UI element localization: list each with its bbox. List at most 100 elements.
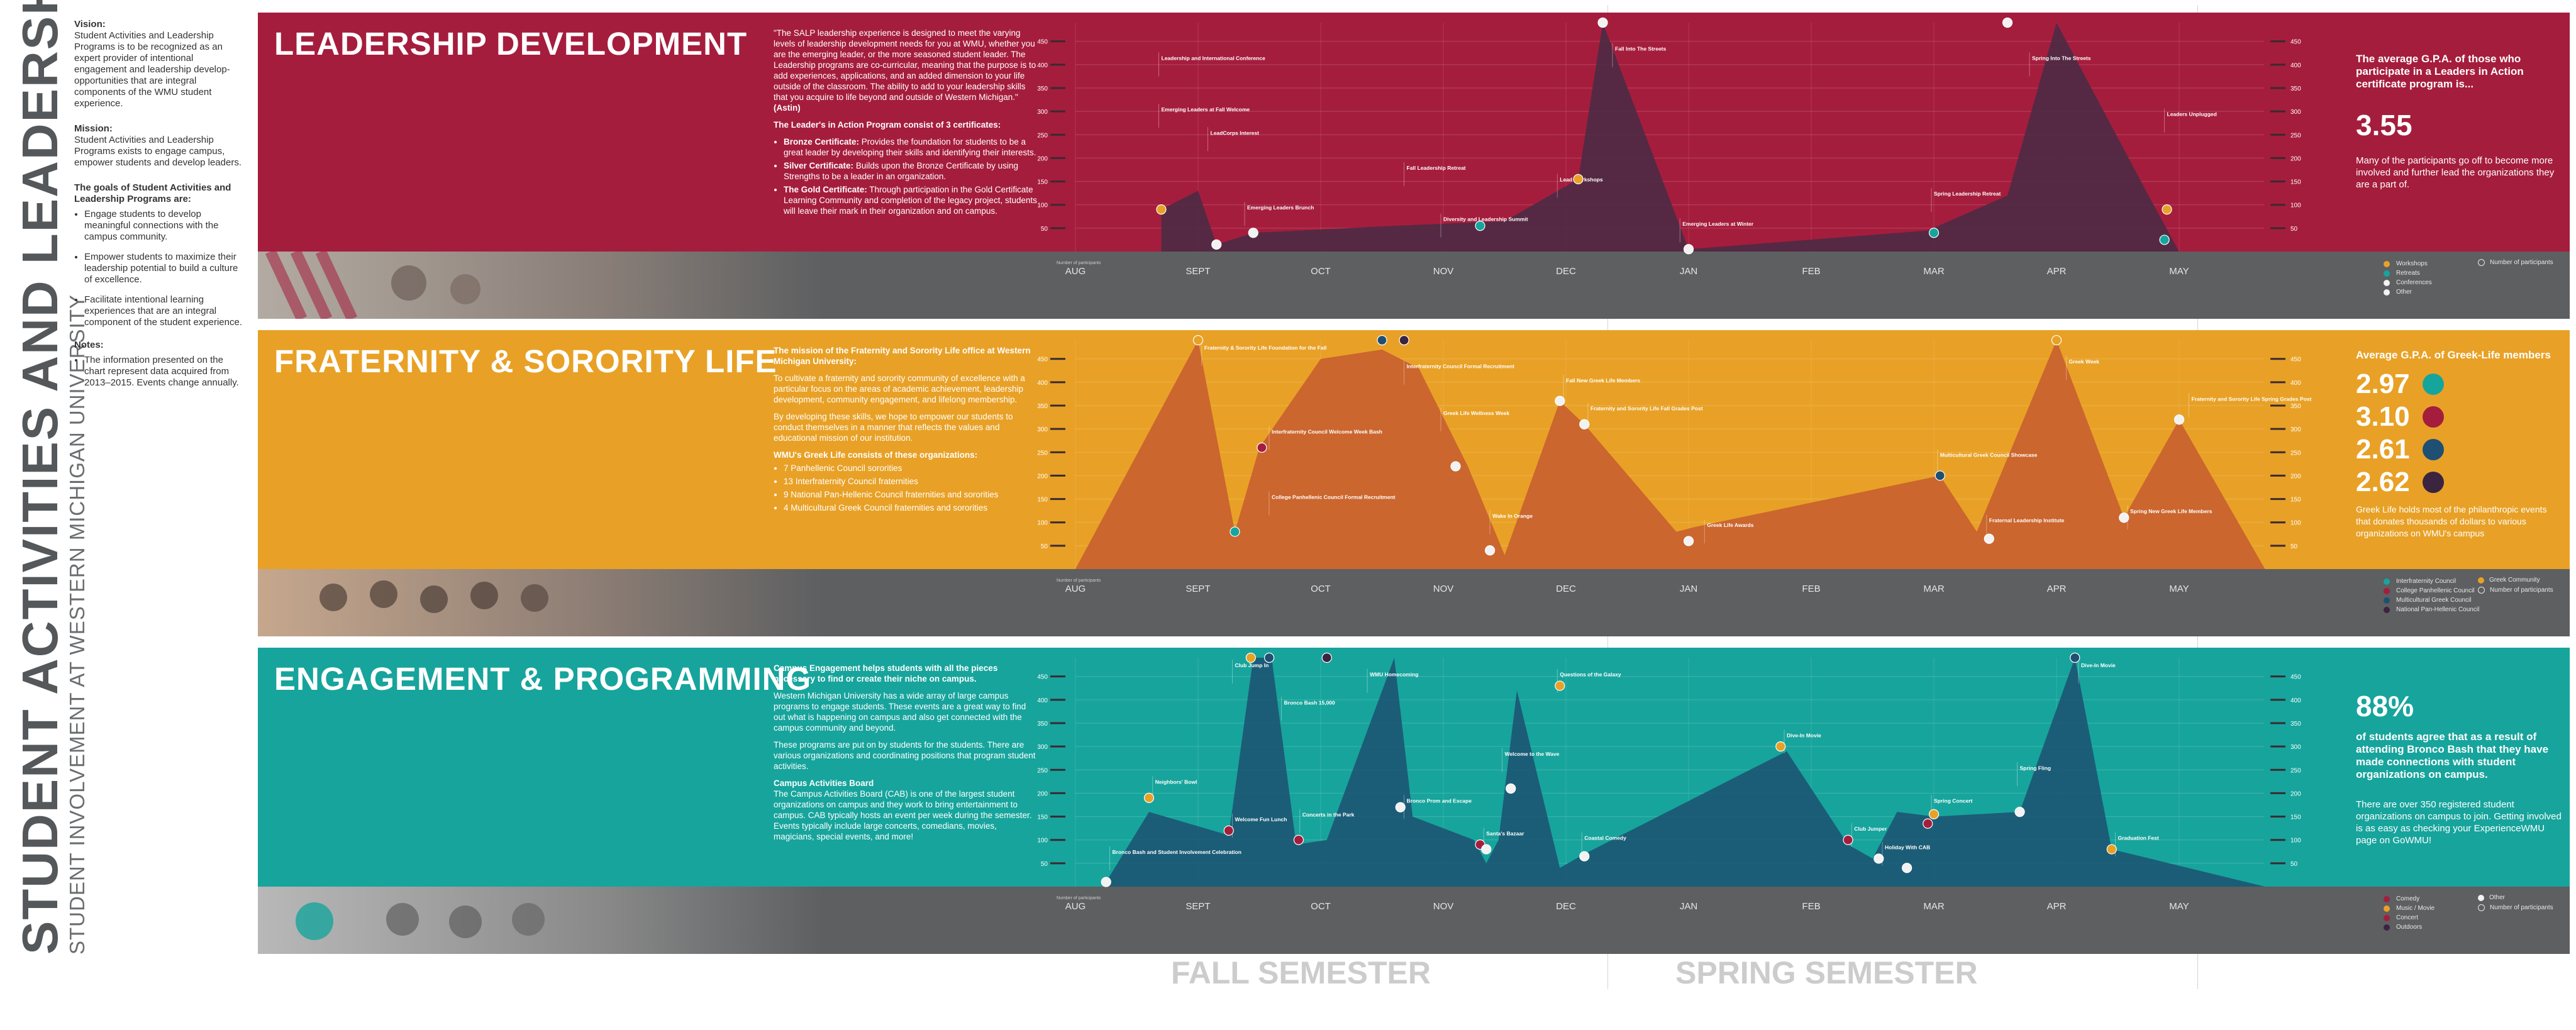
legend-label: Music / Movie	[2396, 905, 2435, 912]
legend-dot	[2384, 587, 2390, 594]
legend-label: Greek Community	[2489, 577, 2540, 584]
event-point	[1484, 545, 1496, 556]
event-label: Emerging Leaders at Fall Welcome	[1162, 106, 1250, 113]
month-label: MAR	[1923, 266, 1945, 277]
y-tick-label: 400	[2290, 380, 2301, 387]
event-point	[1555, 396, 1565, 406]
month-label: MAY	[2169, 901, 2189, 912]
event-point	[1928, 809, 1940, 819]
event-label: Spring Leadership Retreat	[1934, 191, 2001, 197]
desc-paragraph: By developing these skills, we hope to e…	[774, 412, 1013, 443]
y-tick-label: 250	[1037, 450, 1048, 457]
gpa-value: 2.97	[2356, 368, 2410, 399]
area-series	[1075, 340, 2265, 569]
legend-item: National Pan-Hellenic Council	[2384, 605, 2572, 614]
legend-label: Interfraternity Council	[2396, 578, 2457, 585]
desc-body: The Campus Activities Board (CAB) is one…	[774, 789, 1032, 841]
y-tick-label: 400	[1037, 697, 1048, 704]
month-label: OCT	[1311, 266, 1331, 277]
event-point	[2174, 414, 2185, 425]
gpa-row: 2.62	[2356, 466, 2563, 499]
ring-icon	[2478, 904, 2485, 911]
event-label: Greek Life Wellness Week	[1443, 410, 1509, 416]
gpa-value: 2.61	[2356, 434, 2410, 465]
legend-note-text: Number of participants	[2490, 587, 2553, 594]
side-stat: The average G.P.A. of those who particip…	[2356, 53, 2563, 191]
goals-list: Engage students to develop meaningful co…	[74, 209, 245, 328]
stat-label: Average G.P.A. of Greek-Life members	[2356, 349, 2551, 361]
legend-item: Retreats	[2384, 269, 2572, 278]
vision-heading: Vision:	[74, 19, 106, 30]
legend-dot	[2384, 905, 2390, 912]
y-tick-label: 100	[2290, 202, 2301, 209]
event-point	[1579, 851, 1590, 861]
legend-item-other: Other	[2478, 894, 2505, 901]
event-point	[1555, 680, 1565, 691]
legend-label: College Panhellenic Council	[2396, 587, 2475, 594]
event-point	[1143, 792, 1155, 803]
month-label: NOV	[1433, 901, 1454, 912]
y-tick-label: 200	[1037, 155, 1048, 162]
event-point	[1874, 853, 1884, 864]
y-tick-label: 400	[2290, 62, 2301, 69]
event-point	[1377, 335, 1387, 346]
event-label: Leaders Unplugged	[2167, 111, 2217, 118]
legend-item: Conferences	[2384, 278, 2572, 287]
event-point	[1506, 783, 1516, 794]
event-point	[1257, 442, 1267, 453]
desc-intro: Campus Engagement helps students with al…	[774, 663, 998, 684]
area-series	[1161, 23, 2179, 252]
month-label: FEB	[1802, 266, 1820, 277]
month-label: DEC	[1556, 901, 1576, 912]
goal-item: Facilitate intentional learning experien…	[84, 294, 245, 328]
event-point	[1223, 825, 1234, 836]
y-tick-label: 300	[2290, 109, 2301, 116]
notes-heading: Notes:	[74, 340, 104, 350]
certificate-desc: Provides the foundation for students to …	[784, 137, 1036, 157]
legend-label: Other	[2489, 894, 2506, 901]
event-label: Spring New Greek Life Members	[2130, 508, 2212, 514]
event-point	[1984, 533, 1994, 544]
desc-heading: WMU's Greek Life consists of these organ…	[774, 450, 978, 460]
stat-value: 88%	[2356, 690, 2414, 723]
event-point	[1573, 174, 1584, 184]
organization-item: 13 Interfraternity Council fraternities	[784, 476, 1038, 487]
legend-dot	[2384, 578, 2390, 585]
organization-item: 7 Panhellenic Council sororities	[784, 463, 1038, 473]
month-label: MAY	[2169, 266, 2189, 277]
event-label: College Panhellenic Council Formal Recru…	[1272, 494, 1396, 501]
event-label: Holiday With CAB	[1885, 844, 1930, 851]
section-title: FRATERNITY & SORORITY LIFE	[274, 343, 777, 379]
stat-label: of students agree that as a result of at…	[2356, 731, 2549, 780]
event-label: Club Jumper	[1854, 826, 1887, 832]
event-label: Questions of the Galaxy	[1560, 672, 1621, 678]
legend-item-greek: Greek Community	[2478, 577, 2540, 584]
y-tick-label: 50	[2290, 861, 2298, 868]
legend-dot	[2384, 895, 2390, 902]
legend-dot	[2478, 894, 2484, 901]
photo-strip-image	[258, 569, 824, 636]
y-tick-label: 400	[1037, 62, 1048, 69]
event-label: Concerts in the Park	[1302, 812, 1355, 818]
section-description: "The SALP leadership experience is desig…	[774, 28, 1038, 219]
y-tick-label: 100	[1037, 838, 1048, 844]
goals-heading: The goals of Student Activities and Lead…	[74, 182, 231, 204]
y-tick-label: 450	[2290, 39, 2301, 46]
ring-icon	[2478, 259, 2485, 266]
event-label: Dive-In Movie	[1787, 732, 1821, 738]
y-tick-label: 50	[1041, 226, 1048, 233]
y-tick-label: 350	[1037, 403, 1048, 410]
ring-icon	[2478, 587, 2485, 594]
event-point	[1230, 526, 1240, 537]
month-label: JAN	[1680, 266, 1697, 277]
legend-label: Workshops	[2396, 260, 2428, 267]
photo-strip-image	[258, 887, 824, 954]
y-tick-label: 50	[1041, 861, 1048, 868]
photo-strip-image	[258, 252, 824, 319]
y-tick-label: 200	[2290, 473, 2301, 480]
event-point	[1843, 834, 1853, 845]
organization-list: 7 Panhellenic Council sororities 13 Inte…	[774, 463, 1038, 513]
month-label: FEB	[1802, 901, 1820, 912]
gpa-value: 3.10	[2356, 401, 2410, 432]
legend-note-text: Number of participants	[2490, 259, 2553, 266]
